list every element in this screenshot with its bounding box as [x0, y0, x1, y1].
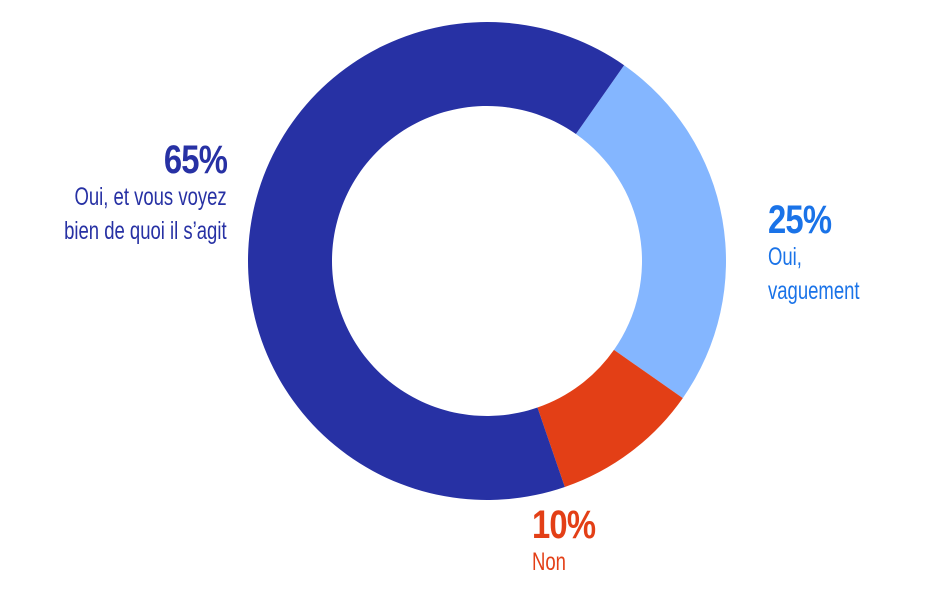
slice-oui-vaguement — [575, 65, 726, 399]
slice-value-oui-vaguement: 25% — [768, 198, 832, 242]
slice-label-oui-bien: 65% Oui, et vous voyez bien de quoi il s… — [7, 138, 228, 248]
slice-value-non: 10% — [532, 503, 596, 547]
slice-non — [537, 349, 683, 487]
slice-label-oui-vaguement: 25% Oui, vaguement — [768, 200, 932, 308]
slice-oui-bien — [247, 21, 625, 500]
slice-name-non: Non — [532, 548, 566, 576]
slice-name-oui-bien-line-2: bien de quoi il s’agit — [64, 217, 227, 245]
slice-name-oui-bien-line-1: Oui, et vous voyez — [74, 183, 227, 211]
slice-name-oui-vaguement: Oui, vaguement — [768, 243, 860, 305]
slice-value-oui-bien: 65% — [163, 138, 228, 182]
slice-label-non: 10% Non — [532, 505, 609, 579]
